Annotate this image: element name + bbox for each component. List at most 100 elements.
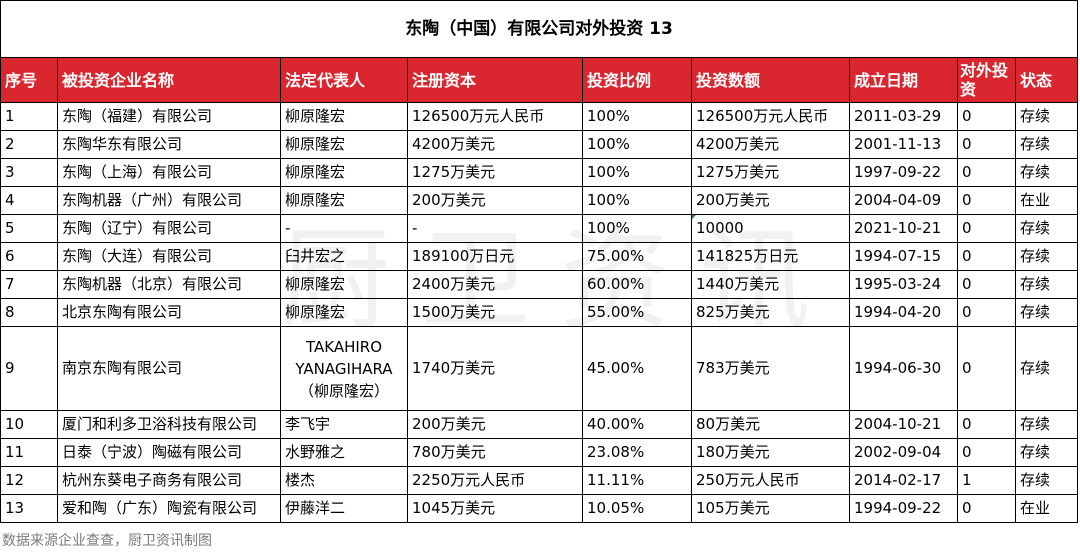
cell-established-date: 2004-04-09 — [849, 186, 958, 215]
cell-legal-rep-text: 柳原隆宏 — [285, 303, 346, 321]
cell-status-text: 存续 — [1020, 275, 1051, 293]
cell-registered-capital: 1740万美元 — [407, 326, 583, 411]
header-cell-status: 状态 — [1014, 57, 1079, 103]
cell-established-date: 1994-07-15 — [849, 242, 958, 271]
cell-legal-rep-text: 柳原隆宏 — [285, 191, 346, 209]
cell-outbound-count-text: 0 — [962, 107, 972, 125]
cell-legal-rep: 伊藤洋二 — [280, 494, 408, 523]
cell-investment-ratio: 40.00% — [582, 410, 692, 439]
header-cell-legal-rep: 法定代表人 — [280, 57, 408, 103]
table-row: 7 东陶机器（北京）有限公司 柳原隆宏 2400万美元 60.00% 1440万美元 199… — [0, 270, 1079, 299]
cell-investment-ratio-text: 55.00% — [587, 303, 645, 321]
cell-investment-amount-text: 783万美元 — [696, 359, 770, 377]
cell-investment-amount: 825万美元 — [691, 298, 850, 327]
cell-outbound-count: 0 — [957, 494, 1016, 523]
cell-investment-amount-text: 1440万美元 — [696, 275, 780, 293]
cell-registered-capital-text: 200万美元 — [412, 415, 486, 433]
cell-investment-amount: 80万美元 — [691, 410, 850, 439]
cell-status-text: 存续 — [1020, 107, 1051, 125]
cell-outbound-count-text: 0 — [962, 247, 972, 265]
cell-outbound-count: 0 — [957, 130, 1016, 159]
table-row: 8 北京东陶有限公司 柳原隆宏 1500万美元 55.00% 825万美元 1994-04-… — [0, 298, 1079, 327]
cell-investment-amount-text: 200万美元 — [696, 191, 770, 209]
cell-no: 1 — [0, 102, 58, 131]
header-row: 序号 被投资企业名称 法定代表人 注册资本 投资比例 投资数额 成立日期 对外投… — [0, 57, 1079, 103]
cell-established-date-text: 2011-03-29 — [854, 107, 942, 125]
cell-legal-rep: 水野雅之 — [280, 438, 408, 467]
cell-investment-amount-text: 10000 — [696, 219, 744, 237]
cell-company-name: 爱和陶（广东）陶瓷有限公司 — [57, 494, 281, 523]
cell-no: 10 — [0, 410, 58, 439]
cell-no: 6 — [0, 242, 58, 271]
cell-outbound-count-text: 0 — [962, 415, 972, 433]
cell-investment-amount-text: 180万美元 — [696, 443, 770, 461]
cell-outbound-count: 0 — [957, 438, 1016, 467]
cell-investment-amount-text: 105万美元 — [696, 499, 770, 517]
cell-established-date-text: 2002-09-04 — [854, 443, 942, 461]
cell-outbound-count: 0 — [957, 214, 1016, 243]
cell-investment-ratio: 55.00% — [582, 298, 692, 327]
cell-legal-rep-text: 柳原隆宏 — [285, 163, 346, 181]
cell-status-text: 存续 — [1020, 415, 1051, 433]
cell-legal-rep-text: - — [285, 219, 291, 237]
cell-established-date-text: 2004-04-09 — [854, 191, 942, 209]
cell-company-name-text: 东陶华东有限公司 — [62, 135, 183, 153]
cell-registered-capital: 4200万美元 — [407, 130, 583, 159]
cell-legal-rep: TAKAHIRO YANAGIHARA （柳原隆宏） — [280, 326, 408, 411]
cell-company-name: 南京东陶有限公司 — [57, 326, 281, 411]
header-cell-amount: 投资数额 — [691, 57, 850, 103]
cell-investment-ratio-text: 60.00% — [587, 275, 645, 293]
cell-outbound-count: 0 — [957, 326, 1016, 411]
cell-investment-ratio: 10.05% — [582, 494, 692, 523]
cell-status: 存续 — [1014, 130, 1079, 159]
cell-status-text: 存续 — [1020, 443, 1051, 461]
cell-status-text: 存续 — [1020, 135, 1051, 153]
cell-company-name: 东陶（上海）有限公司 — [57, 158, 281, 187]
cell-status: 存续 — [1014, 214, 1079, 243]
cell-established-date-text: 2004-10-21 — [854, 415, 942, 433]
cell-status-text: 存续 — [1020, 359, 1051, 377]
cell-company-name: 东陶华东有限公司 — [57, 130, 281, 159]
cell-established-date: 1994-06-30 — [849, 326, 958, 411]
cell-established-date: 1995-03-24 — [849, 270, 958, 299]
cell-registered-capital: 780万美元 — [407, 438, 583, 467]
cell-investment-amount: 1275万美元 — [691, 158, 850, 187]
cell-no-text: 7 — [5, 275, 15, 293]
cell-status-text: 在业 — [1020, 191, 1051, 209]
cell-investment-ratio-text: 100% — [587, 219, 630, 237]
legal-rep-line: YANAGIHARA — [295, 359, 393, 378]
cell-legal-rep-text: 臼井宏之 — [285, 247, 346, 265]
cell-outbound-count-text: 0 — [962, 219, 972, 237]
cell-registered-capital-text: 1275万美元 — [412, 163, 496, 181]
cell-status: 存续 — [1014, 158, 1079, 187]
cell-status: 存续 — [1014, 410, 1079, 439]
cell-no-text: 3 — [5, 163, 15, 181]
cell-status: 存续 — [1014, 298, 1079, 327]
cell-company-name-text: 北京东陶有限公司 — [62, 303, 183, 321]
cell-registered-capital: 200万美元 — [407, 410, 583, 439]
cell-investment-amount: 141825万日元 — [691, 242, 850, 271]
table-row: 2 东陶华东有限公司 柳原隆宏 4200万美元 100% 4200万美元 2001-11-1… — [0, 130, 1079, 159]
cell-company-name-text: 南京东陶有限公司 — [62, 359, 183, 377]
cell-registered-capital-text: 2400万美元 — [412, 275, 496, 293]
cell-company-name-text: 东陶（上海）有限公司 — [62, 163, 213, 181]
cell-no-text: 8 — [5, 303, 15, 321]
cell-established-date: 1997-09-22 — [849, 158, 958, 187]
cell-registered-capital-text: - — [412, 219, 418, 237]
cell-no-text: 5 — [5, 219, 15, 237]
table-row: 3 东陶（上海）有限公司 柳原隆宏 1275万美元 100% 1275万美元 1997-09… — [0, 158, 1079, 187]
cell-no: 9 — [0, 326, 58, 411]
cell-investment-ratio-text: 100% — [587, 163, 630, 181]
cell-no: 5 — [0, 214, 58, 243]
cell-no-text: 4 — [5, 191, 15, 209]
cell-established-date-text: 1997-09-22 — [854, 163, 942, 181]
cell-no: 4 — [0, 186, 58, 215]
cell-outbound-count-text: 0 — [962, 135, 972, 153]
cell-company-name-text: 日泰（宁波）陶磁有限公司 — [62, 443, 243, 461]
cell-established-date: 1994-09-22 — [849, 494, 958, 523]
cell-investment-amount-text: 141825万日元 — [696, 247, 799, 265]
cell-registered-capital: 200万美元 — [407, 186, 583, 215]
investment-table: 东陶（中国）有限公司对外投资 13 序号 被投资企业名称 法定代表人 注册资本 … — [0, 0, 1078, 523]
cell-status: 存续 — [1014, 270, 1079, 299]
cell-investment-amount: 126500万元人民币 — [691, 102, 850, 131]
